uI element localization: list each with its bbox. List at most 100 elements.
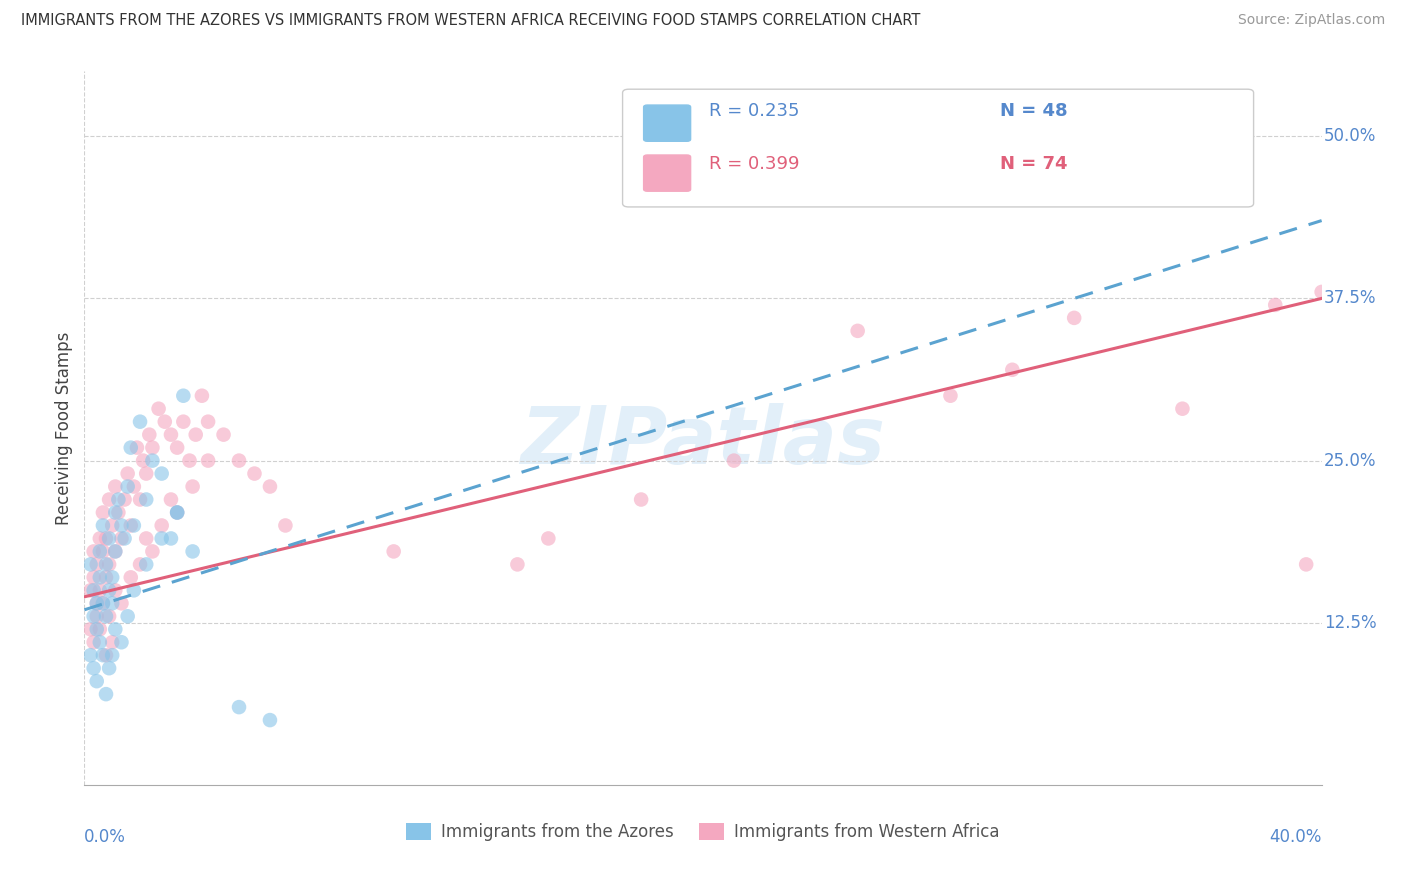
FancyBboxPatch shape xyxy=(644,155,690,191)
Point xyxy=(166,506,188,520)
Point xyxy=(506,558,529,572)
Point xyxy=(86,596,108,610)
Point xyxy=(86,622,108,636)
Point xyxy=(110,518,132,533)
Point xyxy=(89,544,111,558)
Point xyxy=(98,492,121,507)
Point xyxy=(98,532,121,546)
Point xyxy=(94,570,117,584)
Text: N = 74: N = 74 xyxy=(1000,155,1067,173)
Point xyxy=(117,467,139,481)
Point xyxy=(83,583,105,598)
Point xyxy=(148,401,170,416)
Text: Source: ZipAtlas.com: Source: ZipAtlas.com xyxy=(1237,13,1385,28)
Point xyxy=(132,453,155,467)
Point xyxy=(104,622,127,636)
Point xyxy=(141,453,163,467)
Point xyxy=(94,687,117,701)
Point xyxy=(181,479,204,493)
Point xyxy=(135,467,157,481)
Point xyxy=(94,648,117,663)
Point xyxy=(104,544,127,558)
Point xyxy=(138,427,160,442)
Point xyxy=(1295,558,1317,572)
Point xyxy=(1063,310,1085,325)
Point xyxy=(166,506,188,520)
Point xyxy=(104,506,127,520)
Point xyxy=(91,648,114,663)
Point xyxy=(846,324,869,338)
Point xyxy=(122,583,145,598)
Point xyxy=(86,674,108,689)
Point xyxy=(114,492,136,507)
Point xyxy=(91,544,114,558)
Point xyxy=(114,532,136,546)
Point xyxy=(110,635,132,649)
Point xyxy=(129,558,152,572)
Point xyxy=(212,427,235,442)
Point xyxy=(228,700,250,714)
Point xyxy=(79,648,101,663)
Point xyxy=(382,544,405,558)
FancyBboxPatch shape xyxy=(644,105,690,141)
Point xyxy=(150,532,173,546)
Point xyxy=(101,518,124,533)
Point xyxy=(83,570,105,584)
Point xyxy=(107,492,129,507)
Point xyxy=(179,453,201,467)
Legend: Immigrants from the Azores, Immigrants from Western Africa: Immigrants from the Azores, Immigrants f… xyxy=(399,816,1007,848)
Point xyxy=(83,661,105,675)
Point xyxy=(172,415,194,429)
Point xyxy=(243,467,266,481)
Point xyxy=(150,467,173,481)
Point xyxy=(89,622,111,636)
Point xyxy=(86,609,108,624)
Point xyxy=(79,622,101,636)
Point xyxy=(86,558,108,572)
Point xyxy=(107,506,129,520)
Point xyxy=(91,518,114,533)
Point xyxy=(1001,363,1024,377)
Point xyxy=(259,479,281,493)
Point xyxy=(135,492,157,507)
Text: 40.0%: 40.0% xyxy=(1270,828,1322,846)
Point xyxy=(122,518,145,533)
Point xyxy=(125,441,148,455)
Point xyxy=(129,492,152,507)
Point xyxy=(1264,298,1286,312)
Point xyxy=(259,713,281,727)
Point xyxy=(117,609,139,624)
Point xyxy=(197,415,219,429)
Point xyxy=(101,635,124,649)
Point xyxy=(94,609,117,624)
Point xyxy=(94,532,117,546)
Point xyxy=(89,635,111,649)
FancyBboxPatch shape xyxy=(623,89,1254,207)
Point xyxy=(723,453,745,467)
Point xyxy=(122,479,145,493)
Point xyxy=(1171,401,1194,416)
Point xyxy=(135,558,157,572)
Point xyxy=(91,596,114,610)
Point xyxy=(94,558,117,572)
Point xyxy=(537,532,560,546)
Point xyxy=(98,609,121,624)
Point xyxy=(101,648,124,663)
Point xyxy=(129,415,152,429)
Text: 0.0%: 0.0% xyxy=(84,828,127,846)
Point xyxy=(135,532,157,546)
Point xyxy=(197,453,219,467)
Point xyxy=(98,583,121,598)
Point xyxy=(160,427,183,442)
Point xyxy=(110,596,132,610)
Text: N = 48: N = 48 xyxy=(1000,102,1067,120)
Point xyxy=(274,518,297,533)
Text: 50.0%: 50.0% xyxy=(1324,128,1376,145)
Point xyxy=(120,518,142,533)
Point xyxy=(181,544,204,558)
Point xyxy=(104,479,127,493)
Point xyxy=(89,583,111,598)
Point xyxy=(153,415,176,429)
Point xyxy=(184,427,207,442)
Point xyxy=(160,492,183,507)
